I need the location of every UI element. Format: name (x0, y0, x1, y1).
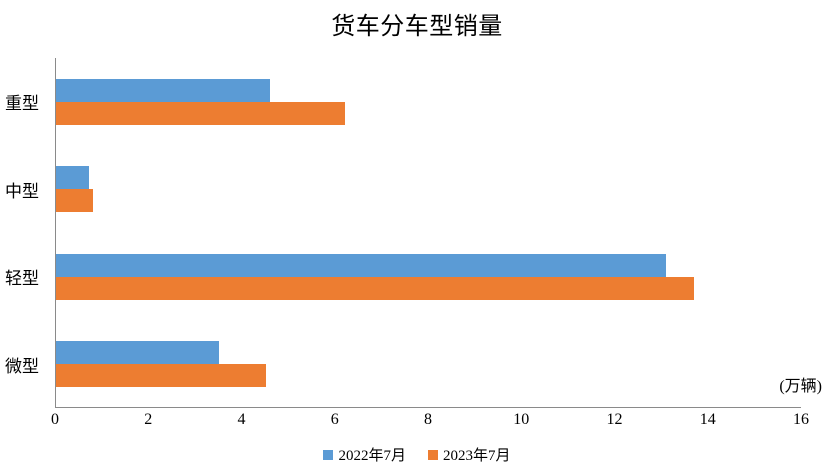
x-tick-label-0: 0 (51, 411, 59, 428)
chart-title: 货车分车型销量 (331, 14, 503, 40)
x-tick-label-10: 10 (513, 411, 530, 428)
bar-中型-2023年7月 (56, 189, 94, 213)
bar-中型-2022年7月 (56, 166, 89, 190)
legend-label: 2022年7月 (338, 448, 406, 464)
category-row-中型 (56, 146, 801, 234)
y-axis-label-中型: 中型 (5, 181, 39, 201)
plot-area (55, 58, 801, 408)
y-axis-label-轻型: 轻型 (5, 269, 39, 289)
bar-微型-2022年7月 (56, 341, 219, 365)
y-axis-label-重型: 重型 (5, 94, 39, 114)
bar-轻型-2023年7月 (56, 276, 694, 300)
bar-重型-2022年7月 (56, 78, 271, 102)
legend: 2022年7月 2023年7月 (0, 444, 834, 465)
legend-label: 2023年7月 (443, 448, 511, 464)
axis-unit-label: (万辆) (779, 378, 822, 395)
x-tick-label-2: 2 (144, 411, 153, 428)
x-tick-label-4: 4 (237, 411, 246, 428)
x-tick-label-12: 12 (606, 411, 623, 428)
category-row-轻型 (56, 233, 801, 321)
legend-swatch-icon (323, 449, 334, 460)
x-tick-label-6: 6 (330, 411, 339, 428)
legend-swatch-icon (428, 449, 438, 460)
legend-item-2022年7月: 2022年7月 (323, 444, 406, 465)
y-axis-label-微型: 微型 (5, 356, 39, 376)
legend-item-2023年7月: 2023年7月 (428, 444, 511, 465)
x-tick-label-8: 8 (424, 411, 432, 428)
bar-重型-2023年7月 (56, 101, 345, 125)
x-tick-label-14: 14 (699, 411, 716, 428)
category-row-重型 (56, 58, 801, 146)
x-tick-label-16: 16 (793, 411, 809, 428)
x-axis: 0 2 4 6 8 10 12 14 16 (51, 411, 809, 433)
y-axis: 重型 中型 轻型 微型 (0, 58, 47, 408)
category-row-微型 (56, 321, 801, 409)
bar-轻型-2022年7月 (56, 253, 666, 277)
bar-微型-2023年7月 (56, 364, 266, 388)
